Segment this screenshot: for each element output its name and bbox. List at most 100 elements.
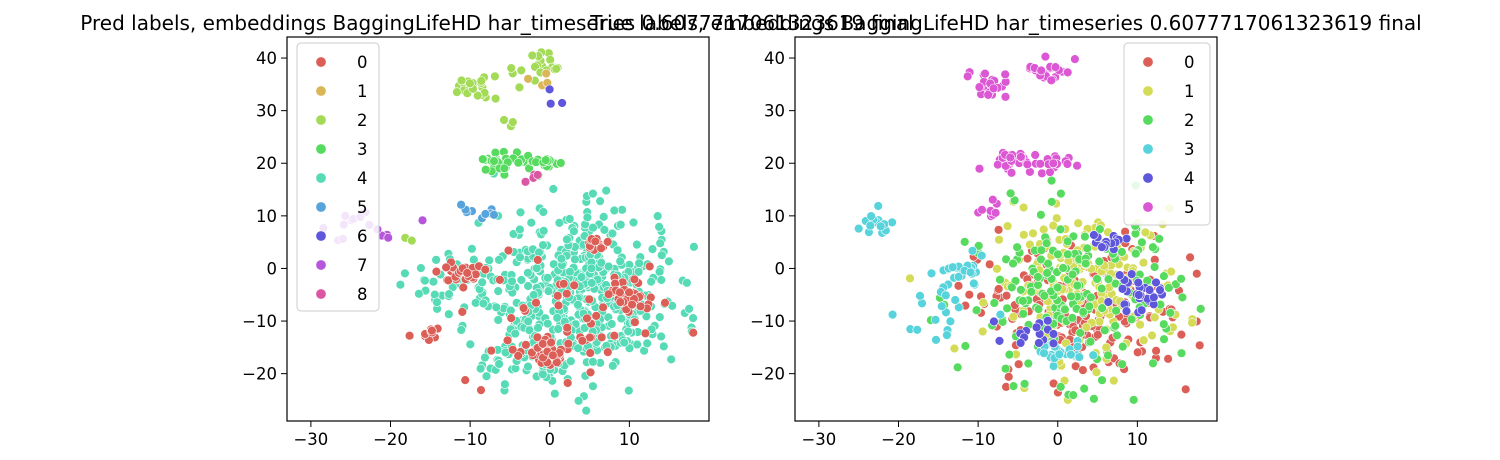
data-point [602, 237, 613, 247]
legend-marker [1142, 143, 1154, 155]
data-point [609, 331, 619, 341]
data-point [465, 78, 475, 89]
data-point [1074, 352, 1085, 362]
data-point [533, 255, 543, 265]
data-point [1033, 280, 1043, 290]
legend-box [1123, 42, 1211, 226]
data-point [601, 185, 611, 196]
x-tick-label: −30 [801, 430, 836, 449]
data-point [1039, 291, 1050, 301]
data-point [499, 163, 509, 174]
data-point [1155, 285, 1165, 295]
data-point [543, 286, 554, 296]
data-point [960, 341, 971, 351]
data-point [1079, 383, 1089, 394]
data-point [1066, 349, 1076, 360]
data-point [1066, 291, 1076, 302]
legend-marker [315, 114, 327, 126]
data-point [548, 184, 558, 194]
data-point [562, 234, 572, 245]
data-point [1159, 271, 1169, 281]
data-point [1038, 224, 1049, 235]
data-point [1088, 350, 1098, 360]
data-point [576, 272, 587, 282]
data-point [652, 211, 663, 221]
data-point [1000, 69, 1010, 80]
data-point [912, 325, 922, 335]
y-tick-label: 40 [764, 49, 785, 68]
data-point [992, 264, 1002, 274]
data-point [971, 305, 982, 315]
chart-title: True labels, embeddings BaggingLifeHD ha… [589, 11, 1421, 35]
data-point [1000, 364, 1011, 374]
data-point [1164, 283, 1174, 293]
data-point [1187, 318, 1197, 328]
legend: 0 1 2 3 4 5 [1123, 42, 1211, 226]
data-point [617, 205, 627, 215]
data-point [1048, 361, 1059, 371]
data-point [1096, 283, 1107, 294]
data-point [546, 337, 556, 348]
legend-label: 6 [357, 227, 368, 246]
data-point [481, 165, 491, 175]
data-point [467, 244, 477, 254]
y-tick-label: 40 [256, 49, 277, 68]
data-point [1097, 303, 1107, 313]
data-point [552, 313, 562, 323]
legend-label: 2 [357, 111, 368, 130]
data-point [563, 339, 573, 349]
data-point [1005, 188, 1016, 199]
data-point [1089, 394, 1099, 404]
data-point [515, 224, 525, 235]
data-point [1023, 358, 1034, 369]
data-point [1118, 341, 1128, 352]
data-point [660, 298, 670, 308]
x-tick-label: 10 [619, 430, 640, 449]
data-point [1135, 320, 1145, 330]
data-point [1148, 242, 1158, 252]
data-point [1037, 168, 1047, 179]
data-point [404, 331, 415, 341]
data-point [458, 282, 468, 293]
y-tick-label: 0 [775, 259, 786, 278]
y-tick-label: −20 [750, 365, 785, 384]
data-point [1084, 301, 1095, 311]
data-point [654, 222, 664, 232]
data-point [456, 200, 466, 210]
data-point [457, 307, 467, 317]
data-point [523, 361, 533, 372]
data-point [478, 298, 489, 309]
legend-marker [315, 56, 327, 68]
data-point [407, 235, 417, 246]
data-point [1047, 197, 1057, 207]
data-point [616, 313, 626, 324]
data-point [630, 317, 640, 327]
legend-marker [1142, 114, 1154, 126]
y-tick-label: 20 [764, 154, 785, 173]
data-point [865, 221, 875, 231]
data-point [1062, 159, 1073, 169]
data-point [562, 289, 572, 299]
data-point [499, 115, 509, 125]
data-point [1016, 285, 1026, 295]
data-point [383, 233, 393, 243]
data-point [1048, 220, 1058, 231]
data-point [994, 235, 1004, 245]
x-ticks: −30 −20 −10 0 10 [293, 421, 640, 449]
data-point [577, 336, 587, 346]
data-point [980, 68, 990, 79]
data-point [596, 258, 606, 268]
data-point [1022, 159, 1033, 170]
data-point [1036, 245, 1047, 255]
y-tick-label: 30 [256, 102, 277, 121]
data-point [562, 378, 573, 388]
data-point [590, 236, 600, 247]
data-point [591, 311, 601, 321]
data-point [599, 225, 610, 235]
legend-label: 3 [1184, 140, 1195, 159]
data-point [949, 343, 960, 354]
data-point [1043, 258, 1053, 269]
data-point [441, 262, 451, 273]
y-tick-label: 30 [764, 102, 785, 121]
data-point [456, 325, 466, 335]
